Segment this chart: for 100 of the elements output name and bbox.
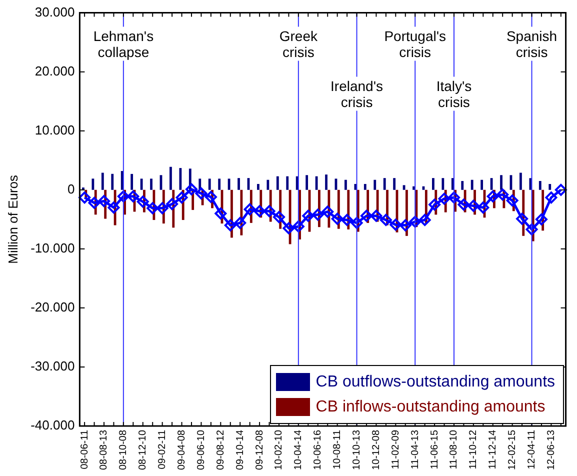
bar — [306, 175, 308, 190]
x-tick-label: 09-02-11 — [157, 430, 168, 470]
bar — [383, 178, 386, 190]
ref-line-label: Greek crisis — [279, 28, 318, 60]
x-tick-label: 11-02-09 — [390, 430, 402, 470]
y-tick-label: -20.000 — [30, 300, 75, 314]
point — [516, 212, 528, 225]
x-tick-label: 10-12-08 — [370, 430, 382, 470]
point — [272, 211, 285, 224]
bar — [325, 174, 328, 190]
x-tick-label: 09-10-14 — [234, 430, 246, 470]
point — [244, 203, 256, 216]
bar — [150, 178, 152, 190]
bar — [208, 178, 211, 190]
ref-line-label: Spanish crisis — [506, 28, 558, 60]
bar — [179, 168, 182, 190]
point — [545, 192, 558, 204]
point — [370, 210, 382, 222]
bar — [238, 178, 240, 190]
point — [496, 188, 509, 201]
point — [477, 202, 490, 214]
point — [380, 214, 392, 226]
bar — [520, 172, 522, 190]
bar — [500, 175, 502, 190]
x-tick-label: 12-04-11 — [526, 430, 538, 470]
bar — [257, 184, 260, 190]
point — [78, 192, 91, 204]
point — [418, 214, 431, 226]
point — [166, 198, 178, 210]
point — [263, 205, 276, 218]
point — [350, 216, 363, 229]
point — [88, 196, 100, 209]
point — [428, 198, 441, 211]
ref-line-label: Portugal's crisis — [384, 28, 446, 60]
x-tick-label: 10-10-13 — [352, 430, 363, 470]
bar — [344, 180, 347, 190]
y-tick-label: 10.000 — [34, 122, 75, 138]
x-tick-label: 11-06-15 — [429, 430, 440, 470]
x-tick-label: 09-06-10 — [196, 430, 207, 470]
point — [302, 210, 314, 222]
y-tick-label: 0 — [67, 181, 75, 196]
point — [214, 207, 227, 220]
x-tick-label: 08-06-11 — [79, 430, 90, 470]
y-tick-label: -30.000 — [30, 358, 75, 374]
x-tick-label: 08-10-08 — [118, 430, 130, 470]
point — [486, 190, 499, 202]
point — [312, 208, 324, 221]
x-tick-label: 11-04-13 — [410, 430, 421, 470]
x-tick-label: 10-02-10 — [274, 430, 285, 470]
point — [467, 200, 480, 212]
y-tick-label: 30.000 — [34, 4, 75, 20]
point — [146, 202, 159, 214]
x-tick-label: 10-08-11 — [332, 430, 344, 470]
point — [254, 205, 266, 218]
point — [117, 190, 130, 202]
bar — [276, 176, 279, 190]
bar — [354, 184, 357, 190]
y-tick-label: -10.000 — [30, 240, 75, 256]
point — [526, 223, 538, 236]
bar — [442, 178, 444, 190]
bar — [538, 181, 542, 190]
point — [535, 213, 548, 226]
point — [438, 192, 450, 205]
point — [506, 194, 518, 206]
x-tick-label: 11-12-14 — [488, 430, 499, 470]
point — [108, 202, 120, 214]
x-tick-label: 09-08-12 — [215, 430, 226, 470]
point — [127, 190, 140, 202]
bar — [218, 178, 221, 190]
point — [409, 216, 422, 228]
point — [331, 212, 344, 225]
point — [399, 219, 412, 232]
x-tick-label: 10-04-14 — [293, 430, 304, 470]
y-axis-title: Million of Euros — [5, 174, 20, 264]
point — [234, 216, 246, 229]
bar — [470, 180, 474, 190]
bar — [393, 178, 396, 190]
ref-line-label: Lehman's collapse — [93, 28, 154, 60]
x-tick-label: 08-12-10 — [138, 430, 149, 470]
bar — [140, 178, 143, 190]
bar — [548, 184, 552, 190]
point — [176, 192, 188, 204]
point — [554, 184, 567, 196]
bar — [432, 178, 434, 190]
point — [341, 214, 354, 226]
point — [292, 220, 304, 232]
bar — [461, 181, 464, 190]
y-tick-label: -40.000 — [30, 418, 75, 433]
bar — [101, 172, 104, 190]
point — [224, 219, 236, 232]
x-tick-label: 09-04-08 — [176, 430, 188, 470]
legend-box: CB outflows-outstanding amounts CB inflows-outstanding amounts — [270, 364, 564, 424]
bar — [130, 174, 134, 190]
bar — [529, 178, 532, 190]
x-tick-label: 11-08-10 — [448, 430, 460, 470]
bar — [266, 180, 270, 190]
bar — [364, 184, 366, 190]
ref-line-label: Italy's crisis — [436, 78, 472, 110]
point — [448, 192, 460, 204]
point — [282, 222, 295, 234]
